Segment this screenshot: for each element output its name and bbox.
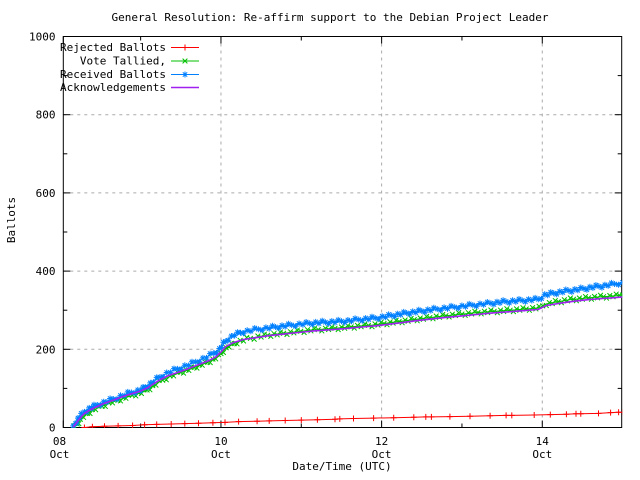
legend-sample-marker-received-ballots	[182, 71, 188, 78]
x-tick-month-12: Oct	[372, 448, 392, 461]
x-tick-month-14: Oct	[532, 448, 552, 461]
x-axis-label: Date/Time (UTC)	[292, 460, 392, 473]
y-tick-label-1000: 1000	[29, 31, 56, 44]
chart-title: General Resolution: Re-affirm support to…	[111, 11, 549, 24]
grid-lines	[63, 36, 622, 428]
x-tick-day-08: 08	[53, 435, 66, 448]
y-tick-label-400: 400	[36, 265, 56, 278]
y-tick-label-600: 600	[36, 187, 56, 200]
legend-label-received-ballots: Received Ballots	[60, 68, 166, 81]
legend-label-rejected-ballots: Rejected Ballots	[60, 41, 166, 54]
y-tick-label-800: 800	[36, 109, 56, 122]
plot-frame	[62, 36, 623, 428]
y-tick-label-200: 200	[36, 343, 56, 356]
legend-sample-marker-rejected-ballots	[182, 44, 188, 51]
series-rejected-ballots	[81, 409, 623, 428]
x-tick-day-14: 14	[536, 435, 550, 448]
legend-label-vote-tallied: Vote Tallied,	[80, 55, 166, 68]
series-acknowledgements	[72, 296, 623, 428]
x-tick-month-08: Oct	[50, 448, 70, 461]
axis-ticks	[62, 36, 622, 428]
legend-sample-marker-vote-tallied	[182, 58, 188, 64]
x-tick-day-10: 10	[214, 435, 227, 448]
markers-rejected-ballots	[81, 409, 623, 428]
y-tick-label-0: 0	[49, 422, 56, 435]
x-tick-day-12: 12	[375, 435, 388, 448]
x-tick-month-10: Oct	[211, 448, 231, 461]
legend-label-acknowledgements: Acknowledgements	[60, 81, 166, 94]
